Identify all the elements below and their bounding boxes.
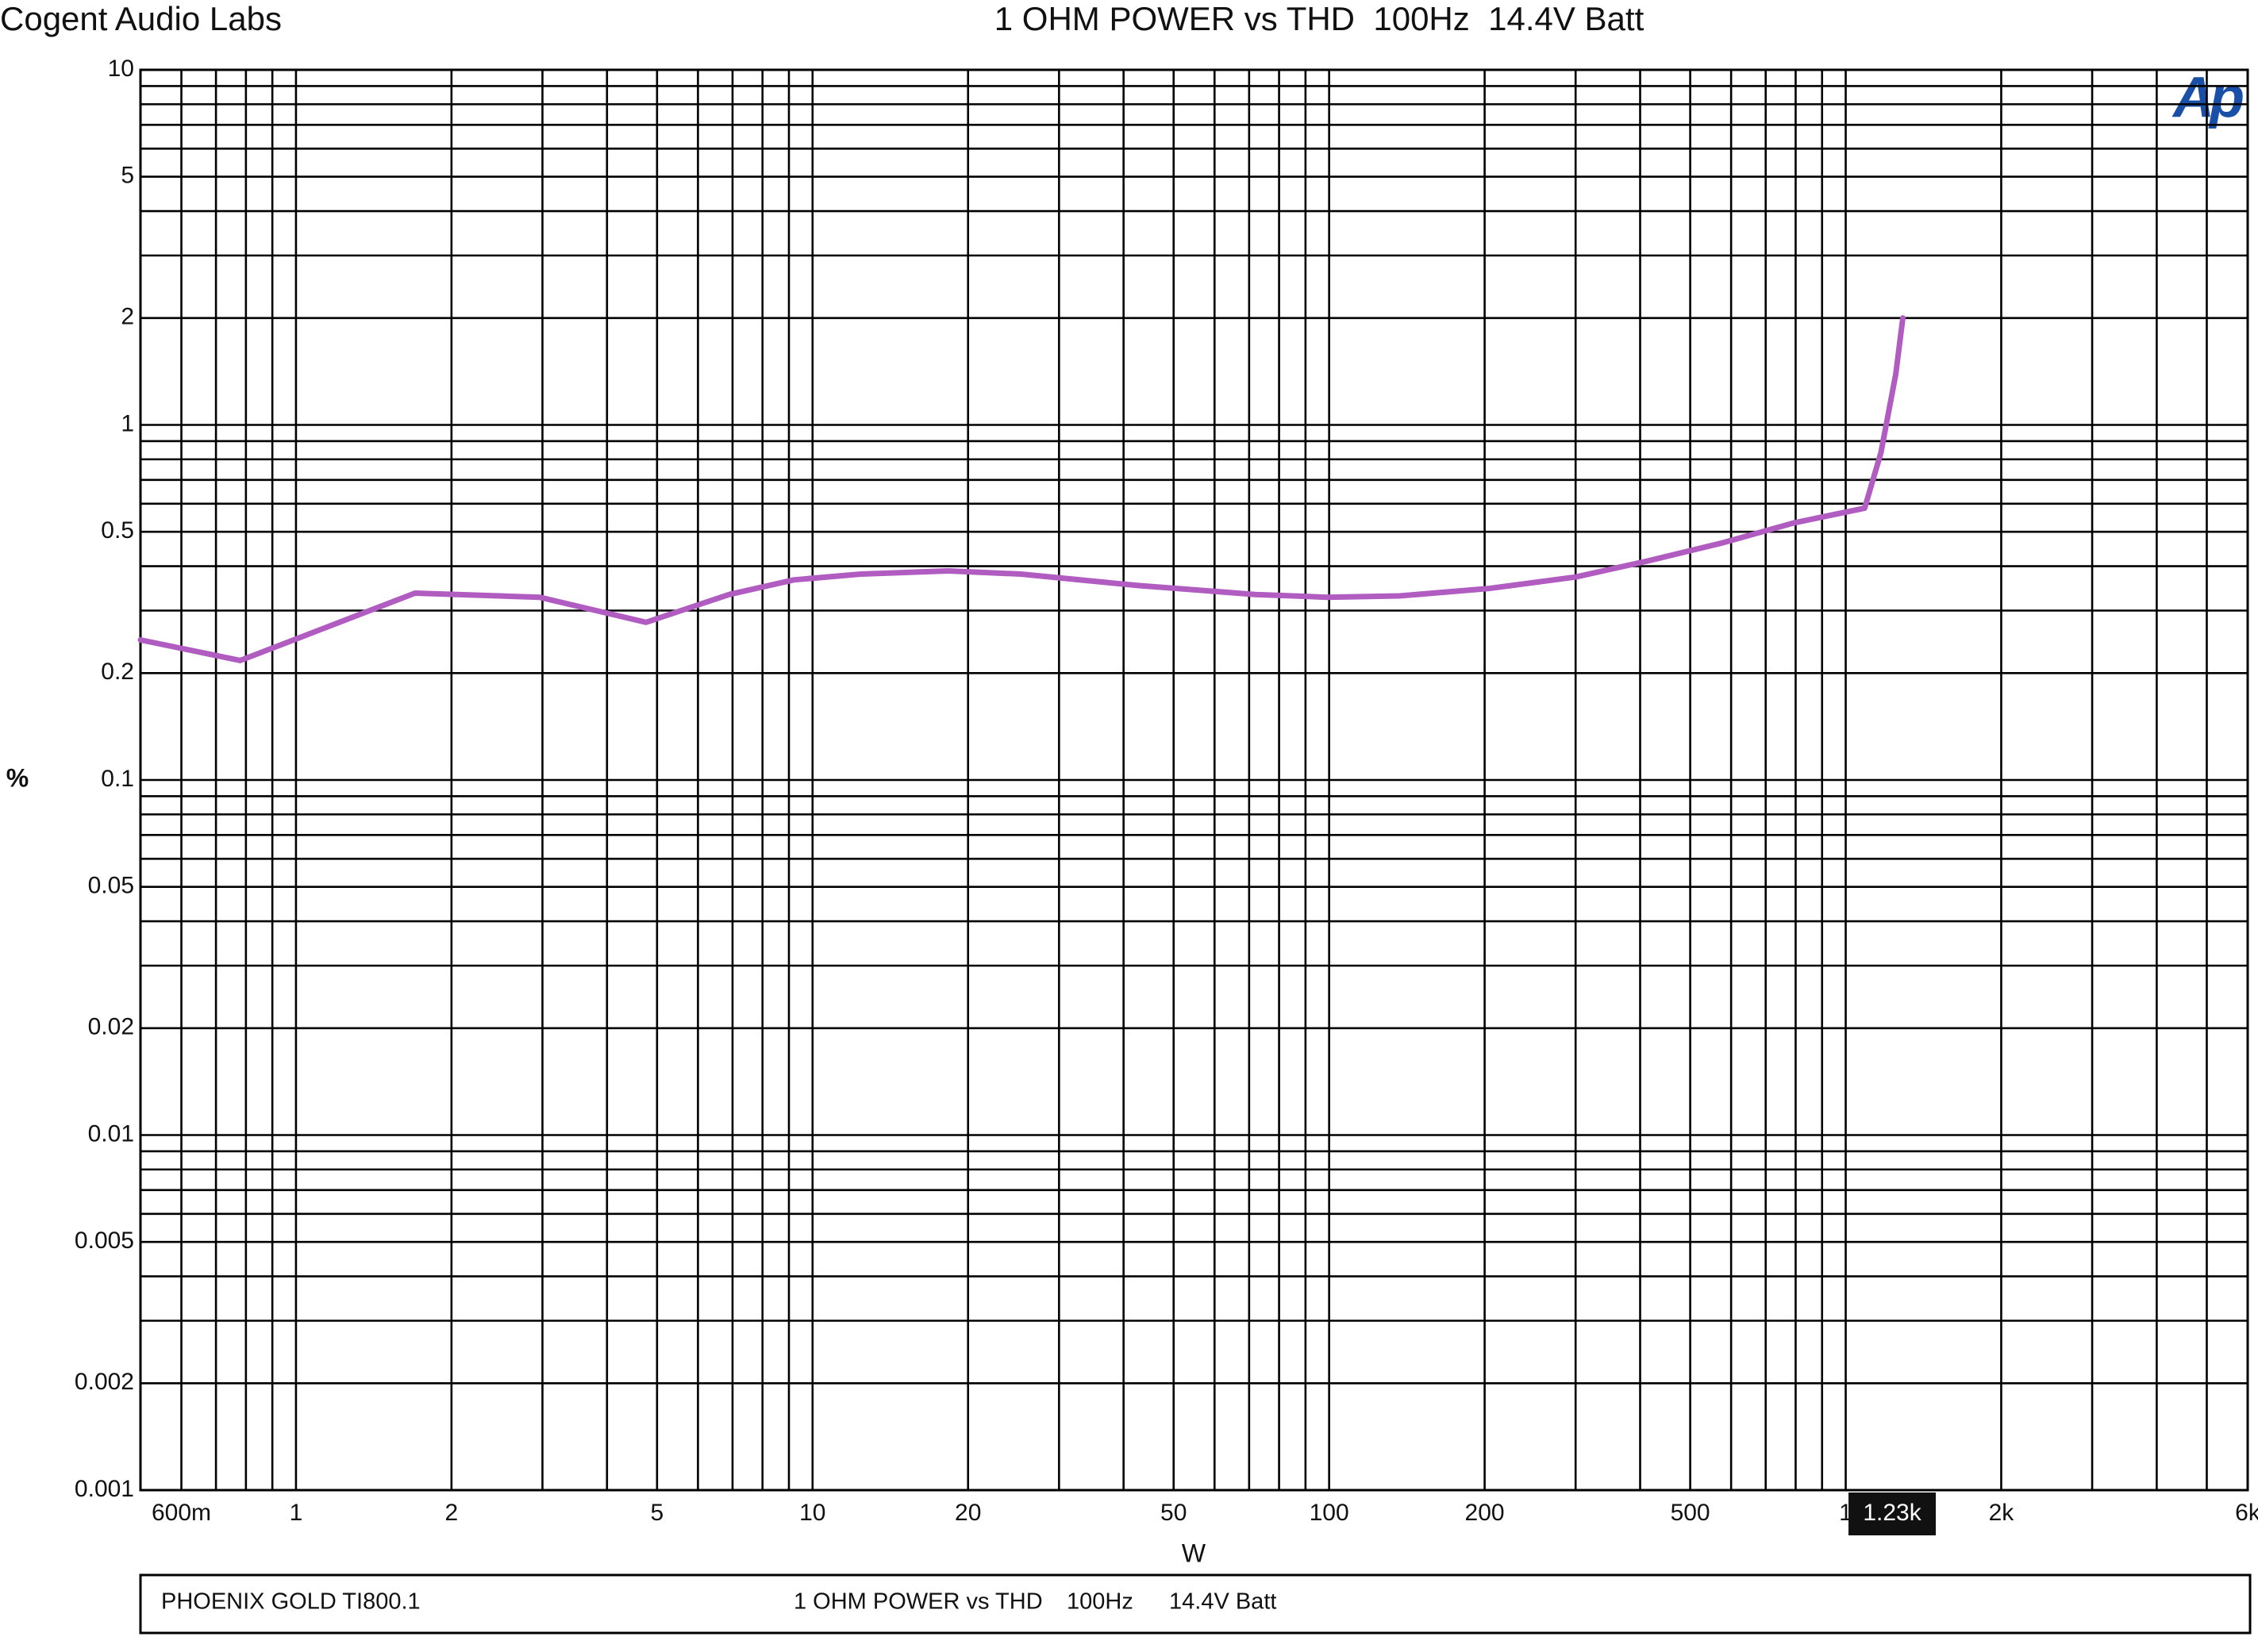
y-tick-label: 2 xyxy=(121,304,134,330)
y-tick-label: 0.001 xyxy=(75,1476,134,1502)
footer-text: 100Hz xyxy=(1067,1589,1133,1615)
source-label: Cogent Audio Labs xyxy=(0,0,282,37)
y-tick-label: 0.1 xyxy=(101,766,134,792)
y-tick-label: 0.002 xyxy=(75,1369,134,1395)
x-tick-label: 10 xyxy=(799,1500,825,1526)
y-tick-label: 0.5 xyxy=(101,517,134,544)
y-axis-label: % xyxy=(6,763,29,792)
x-tick-label: 5 xyxy=(651,1500,664,1526)
x-tick-label: 2 xyxy=(445,1500,459,1526)
y-tick-label: 0.005 xyxy=(75,1227,134,1254)
y-tick-label: 10 xyxy=(108,56,134,82)
data-line xyxy=(137,315,1906,663)
x-tick-label: 200 xyxy=(1465,1500,1505,1526)
footer-text: 1 OHM POWER vs THD xyxy=(794,1589,1043,1615)
y-tick-label: 0.2 xyxy=(101,659,134,685)
x-tick-label: 1 xyxy=(290,1500,303,1526)
chart-title: 1 OHM POWER vs THD 100Hz 14.4V Batt xyxy=(994,0,1644,37)
y-tick-label: 0.02 xyxy=(88,1014,134,1040)
footer-text: 14.4V Batt xyxy=(1169,1589,1276,1615)
footer-text: PHOENIX GOLD TI800.1 xyxy=(161,1589,421,1615)
x-tick-label: 100 xyxy=(1310,1500,1349,1526)
footer-box xyxy=(139,1573,2252,1635)
y-tick-label: 5 xyxy=(121,163,134,189)
x-tick-label: 2k xyxy=(1989,1500,2015,1526)
x-tick-label: 20 xyxy=(955,1500,981,1526)
cursor-box xyxy=(1848,1493,1937,1535)
cursor-label: 1.23k xyxy=(1863,1500,1921,1526)
logo: Ap xyxy=(2171,66,2243,129)
x-tick-label: 6k xyxy=(2235,1500,2258,1526)
y-tick-label: 1 xyxy=(121,410,134,436)
x-tick-label: 600m xyxy=(152,1500,211,1526)
plot-border xyxy=(139,68,2249,1492)
x-axis-label: W xyxy=(1182,1539,1206,1567)
x-tick-label: 500 xyxy=(1671,1500,1710,1526)
y-tick-label: 0.05 xyxy=(88,873,134,899)
y-tick-label: 0.01 xyxy=(88,1120,134,1147)
x-tick-label: 50 xyxy=(1160,1500,1187,1526)
